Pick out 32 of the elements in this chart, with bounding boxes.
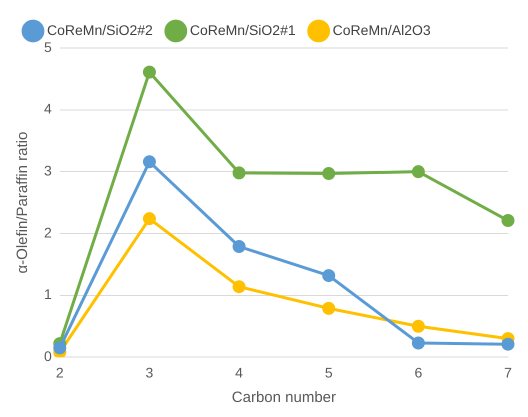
x-tick-label: 5 [324,364,333,380]
x-tick-label: 2 [56,364,64,380]
point [232,240,246,254]
y-tick-label: 3 [44,162,52,179]
x-tick-label: 3 [146,364,154,380]
legend-label: CoReMn/SiO2#1 [190,22,296,38]
y-tick-label: 5 [44,38,52,55]
legend-label: CoReMn/Al2O3 [332,22,431,38]
point [502,214,514,228]
x-tick-label: 4 [235,364,244,380]
point [142,66,156,79]
point [142,155,156,168]
x-axis-title: Carbon number [232,389,336,406]
point [412,336,425,350]
point [412,165,425,178]
x-tick-label: 7 [504,364,512,380]
point [322,302,336,315]
y-tick-label: 0 [44,348,52,364]
point [322,167,336,180]
y-tick-label: 1 [44,286,52,302]
y-tick-label: 2 [44,224,52,240]
point [502,338,514,351]
y-axis-title: α-Olefin/Paraffin ratio [14,132,32,274]
point [412,320,425,333]
point [232,166,246,180]
y-tick-label: 4 [44,100,52,117]
point [142,212,156,226]
legend-label: CoReMn/SiO2#2 [47,22,154,38]
x-tick-label: 6 [414,364,422,380]
point [232,280,246,294]
point [53,341,66,354]
point [322,269,336,282]
